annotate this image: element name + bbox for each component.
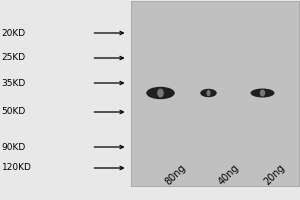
- Text: 90KD: 90KD: [2, 142, 26, 152]
- Ellipse shape: [250, 88, 274, 98]
- Text: 80ng: 80ng: [164, 163, 188, 187]
- Ellipse shape: [200, 89, 217, 97]
- Text: 40ng: 40ng: [216, 163, 241, 187]
- Text: 35KD: 35KD: [2, 78, 26, 88]
- Ellipse shape: [260, 90, 265, 97]
- Text: 20ng: 20ng: [262, 162, 287, 187]
- Text: 120KD: 120KD: [2, 164, 31, 172]
- Text: 20KD: 20KD: [2, 28, 26, 38]
- Bar: [130, 1, 298, 186]
- Ellipse shape: [206, 90, 211, 96]
- Text: 25KD: 25KD: [2, 53, 26, 62]
- Text: 50KD: 50KD: [2, 108, 26, 116]
- Ellipse shape: [146, 87, 175, 99]
- Ellipse shape: [157, 88, 164, 98]
